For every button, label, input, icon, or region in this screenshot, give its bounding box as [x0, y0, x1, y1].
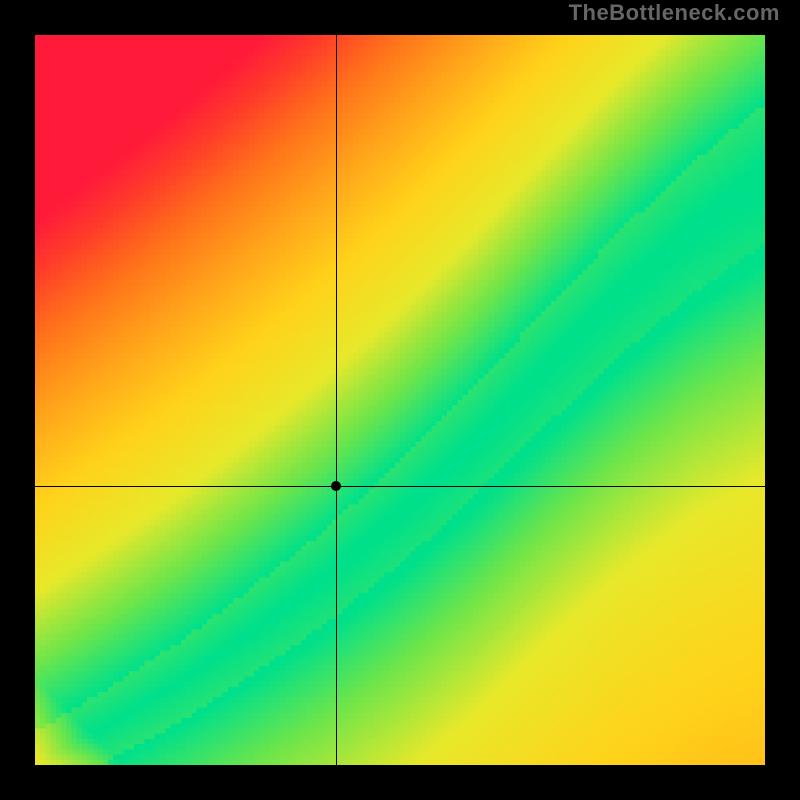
- crosshair-marker: [331, 481, 341, 491]
- watermark-text: TheBottleneck.com: [569, 0, 780, 26]
- chart-container: TheBottleneck.com: [0, 0, 800, 800]
- crosshair-vertical: [336, 35, 337, 765]
- heatmap-canvas: [35, 35, 765, 765]
- crosshair-horizontal: [35, 486, 765, 487]
- heatmap-plot: [35, 35, 765, 765]
